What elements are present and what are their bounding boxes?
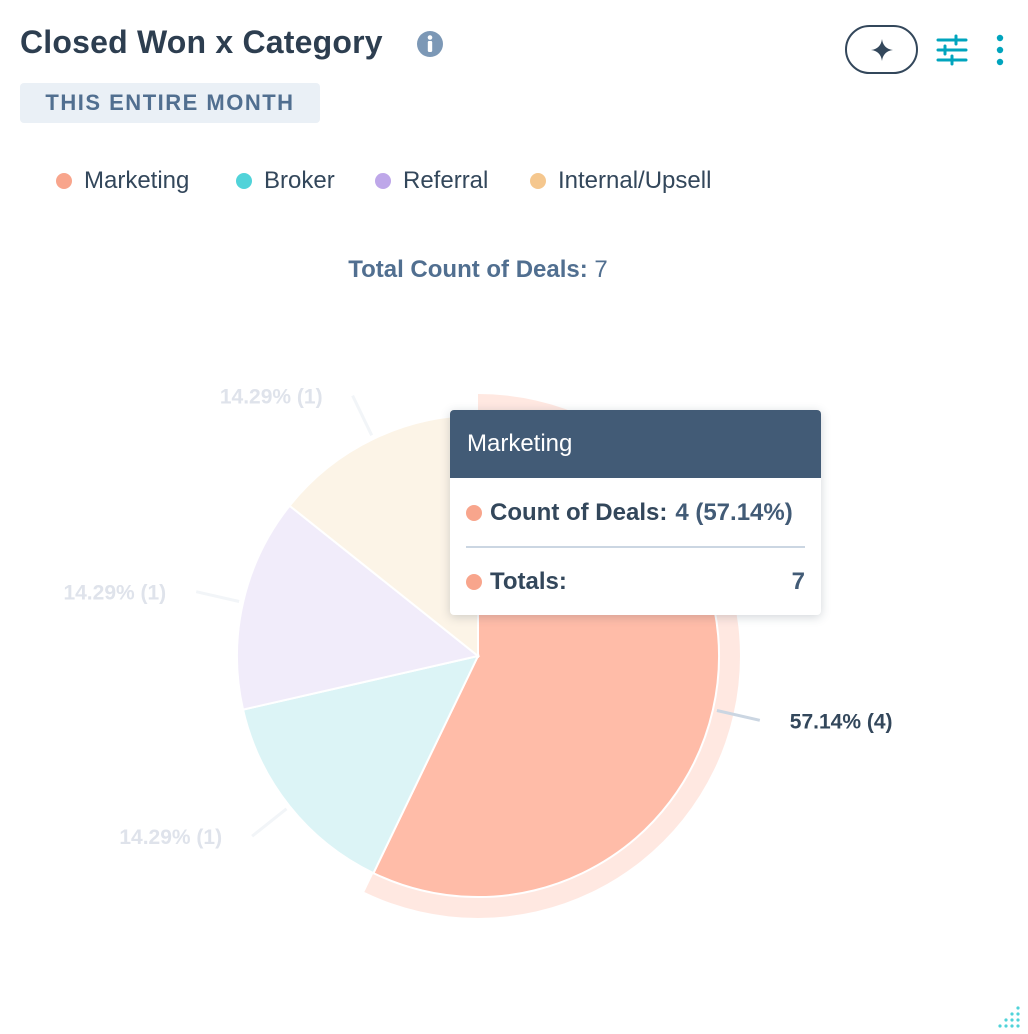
pie-label-connector	[351, 394, 374, 436]
tooltip-totals-row: Totals: 7	[466, 565, 805, 599]
date-range-badge[interactable]: THIS ENTIRE MONTH	[20, 83, 320, 123]
filter-sliders-icon[interactable]	[936, 34, 968, 66]
legend-item-marketing[interactable]: Marketing	[56, 164, 189, 198]
tooltip-totals-value: 7	[791, 568, 805, 595]
info-icon[interactable]	[416, 30, 444, 58]
pie-label-connector	[716, 709, 761, 722]
legend-dot	[56, 173, 72, 189]
total-count-label: Total Count of Deals:	[348, 256, 588, 283]
tooltip-count-row: Count of Deals: 4 (57.14%)	[466, 496, 805, 530]
legend-item-referral[interactable]: Referral	[375, 164, 488, 198]
pie-slice-broker[interactable]	[241, 654, 480, 875]
ai-assist-button[interactable]	[845, 25, 918, 74]
tooltip-count-label: Count of Deals:	[490, 499, 668, 526]
legend-label: Internal/Upsell	[558, 167, 712, 194]
more-vertical-icon[interactable]	[994, 34, 1006, 66]
pie-data-label-broker: 14.29% (1)	[119, 826, 222, 849]
legend-dot	[375, 173, 391, 189]
tooltip-title: Marketing	[450, 410, 821, 478]
resize-grip-icon[interactable]	[996, 1004, 1022, 1030]
pie-data-label-marketing: 57.14% (4)	[790, 710, 893, 733]
total-count-summary: Total Count of Deals: 7	[0, 256, 956, 284]
legend-item-broker[interactable]: Broker	[236, 164, 335, 198]
legend-dot	[530, 173, 546, 189]
tooltip-totals-label: Totals:	[490, 568, 567, 595]
legend-dot	[236, 173, 252, 189]
pie-slice-referral[interactable]	[236, 504, 481, 711]
legend-label: Referral	[403, 167, 489, 194]
legend-label: Marketing	[84, 167, 190, 194]
legend-item-internal-upsell[interactable]: Internal/Upsell	[530, 164, 711, 198]
tooltip-dot	[466, 574, 482, 590]
pie-label-connector	[251, 807, 288, 838]
total-count-value: 7	[594, 256, 608, 283]
report-title: Closed Won x Category	[20, 24, 383, 60]
pie-data-label-internal-upsell: 14.29% (1)	[220, 386, 323, 409]
chart-tooltip: Marketing Count of Deals: 4 (57.14%) Tot…	[450, 410, 821, 615]
tooltip-divider	[466, 546, 805, 548]
pie-data-label-referral: 14.29% (1)	[63, 582, 166, 605]
sparkle-icon	[870, 38, 893, 61]
pie-label-connector	[195, 590, 240, 603]
tooltip-dot	[466, 505, 482, 521]
tooltip-count-value: 4 (57.14%)	[675, 499, 793, 526]
legend-label: Broker	[264, 167, 335, 194]
